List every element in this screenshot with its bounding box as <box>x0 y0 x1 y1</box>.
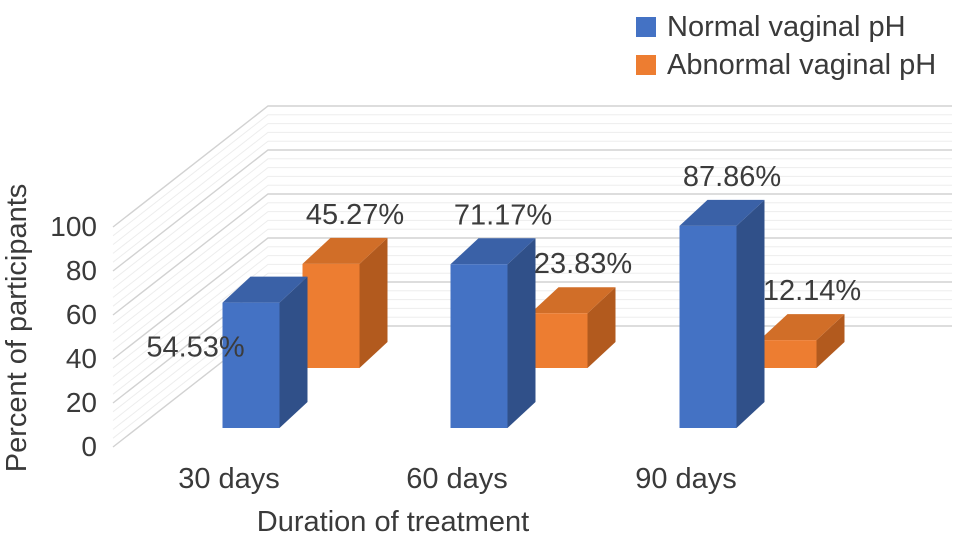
bar-front-face <box>679 225 737 428</box>
bar-abnormal-vaginal-ph-90-days <box>759 314 845 368</box>
bar-normal-vaginal-ph-90-days <box>679 199 765 428</box>
bar-normal-vaginal-ph-30-days <box>222 276 308 428</box>
bar-top-face <box>450 238 536 265</box>
legend-swatch-abnormal-icon <box>636 55 656 75</box>
data-label-abnormal-vaginal-ph-60-days: 23.83% <box>534 248 632 280</box>
bar-side-face <box>587 287 616 368</box>
legend-item-abnormal-vaginal-ph: Abnormal vaginal pH <box>636 46 936 84</box>
bar-top-face <box>679 199 765 226</box>
data-label-normal-vaginal-ph-30-days: 54.53% <box>146 332 244 364</box>
bar-normal-vaginal-ph-60-days <box>450 238 536 428</box>
bar-side-face <box>507 238 536 428</box>
gridline-minor <box>112 184 952 307</box>
bar-top-face <box>530 287 616 314</box>
bar-side-face <box>359 237 388 368</box>
gridline-major-80 <box>112 149 952 272</box>
bar-front-face <box>302 263 360 368</box>
bar-top-face <box>222 276 308 303</box>
gridline-major-100 <box>112 105 952 228</box>
gridline-minor <box>112 140 952 263</box>
y-axis-tick-label-40: 40 <box>66 343 97 374</box>
bar-side-face <box>736 199 765 428</box>
x-axis-label-60-days: 60 days <box>406 463 508 495</box>
bar-front-face <box>222 302 280 428</box>
bar-side-face <box>279 276 308 428</box>
legend-item-normal-vaginal-ph: Normal vaginal pH <box>636 8 936 46</box>
bar-top-face <box>302 237 388 264</box>
bar-front-face <box>759 340 817 368</box>
gridline-minor <box>112 175 952 298</box>
gridline-minor <box>112 131 952 254</box>
data-label-abnormal-vaginal-ph-30-days: 45.27% <box>306 199 404 231</box>
legend: Normal vaginal pH Abnormal vaginal pH <box>636 8 936 84</box>
y-axis-tick-label-80: 80 <box>66 255 97 286</box>
bar-front-face <box>450 264 508 428</box>
bar-top-face <box>759 314 845 341</box>
bar-abnormal-vaginal-ph-30-days <box>302 237 388 368</box>
bar-front-face <box>530 313 588 368</box>
legend-swatch-normal-icon <box>636 17 656 37</box>
x-axis-label-90-days: 90 days <box>635 463 737 495</box>
x-axis-label-30-days: 30 days <box>178 463 280 495</box>
y-axis-tick-label-20: 20 <box>66 387 97 418</box>
y-axis-tick-label-100: 100 <box>50 211 97 242</box>
bar-abnormal-vaginal-ph-60-days <box>530 287 616 368</box>
y-axis-title: Percent of participants <box>1 184 33 473</box>
data-label-normal-vaginal-ph-90-days: 87.86% <box>683 161 781 193</box>
legend-label-abnormal: Abnormal vaginal pH <box>667 48 937 81</box>
gridline-minor <box>112 114 952 237</box>
y-axis-tick-label-0: 0 <box>81 431 97 462</box>
gridline-minor <box>112 158 952 281</box>
gridline-minor <box>112 167 952 289</box>
x-axis-title: Duration of treatment <box>257 506 529 538</box>
y-axis-tick-label-60: 60 <box>66 299 97 330</box>
bar-side-face <box>816 314 845 368</box>
gridline-major-60 <box>112 193 952 316</box>
gridline-minor <box>112 123 952 245</box>
data-label-normal-vaginal-ph-60-days: 71.17% <box>454 199 552 231</box>
data-label-abnormal-vaginal-ph-90-days: 12.14% <box>763 275 861 307</box>
legend-label-normal: Normal vaginal pH <box>667 10 906 43</box>
